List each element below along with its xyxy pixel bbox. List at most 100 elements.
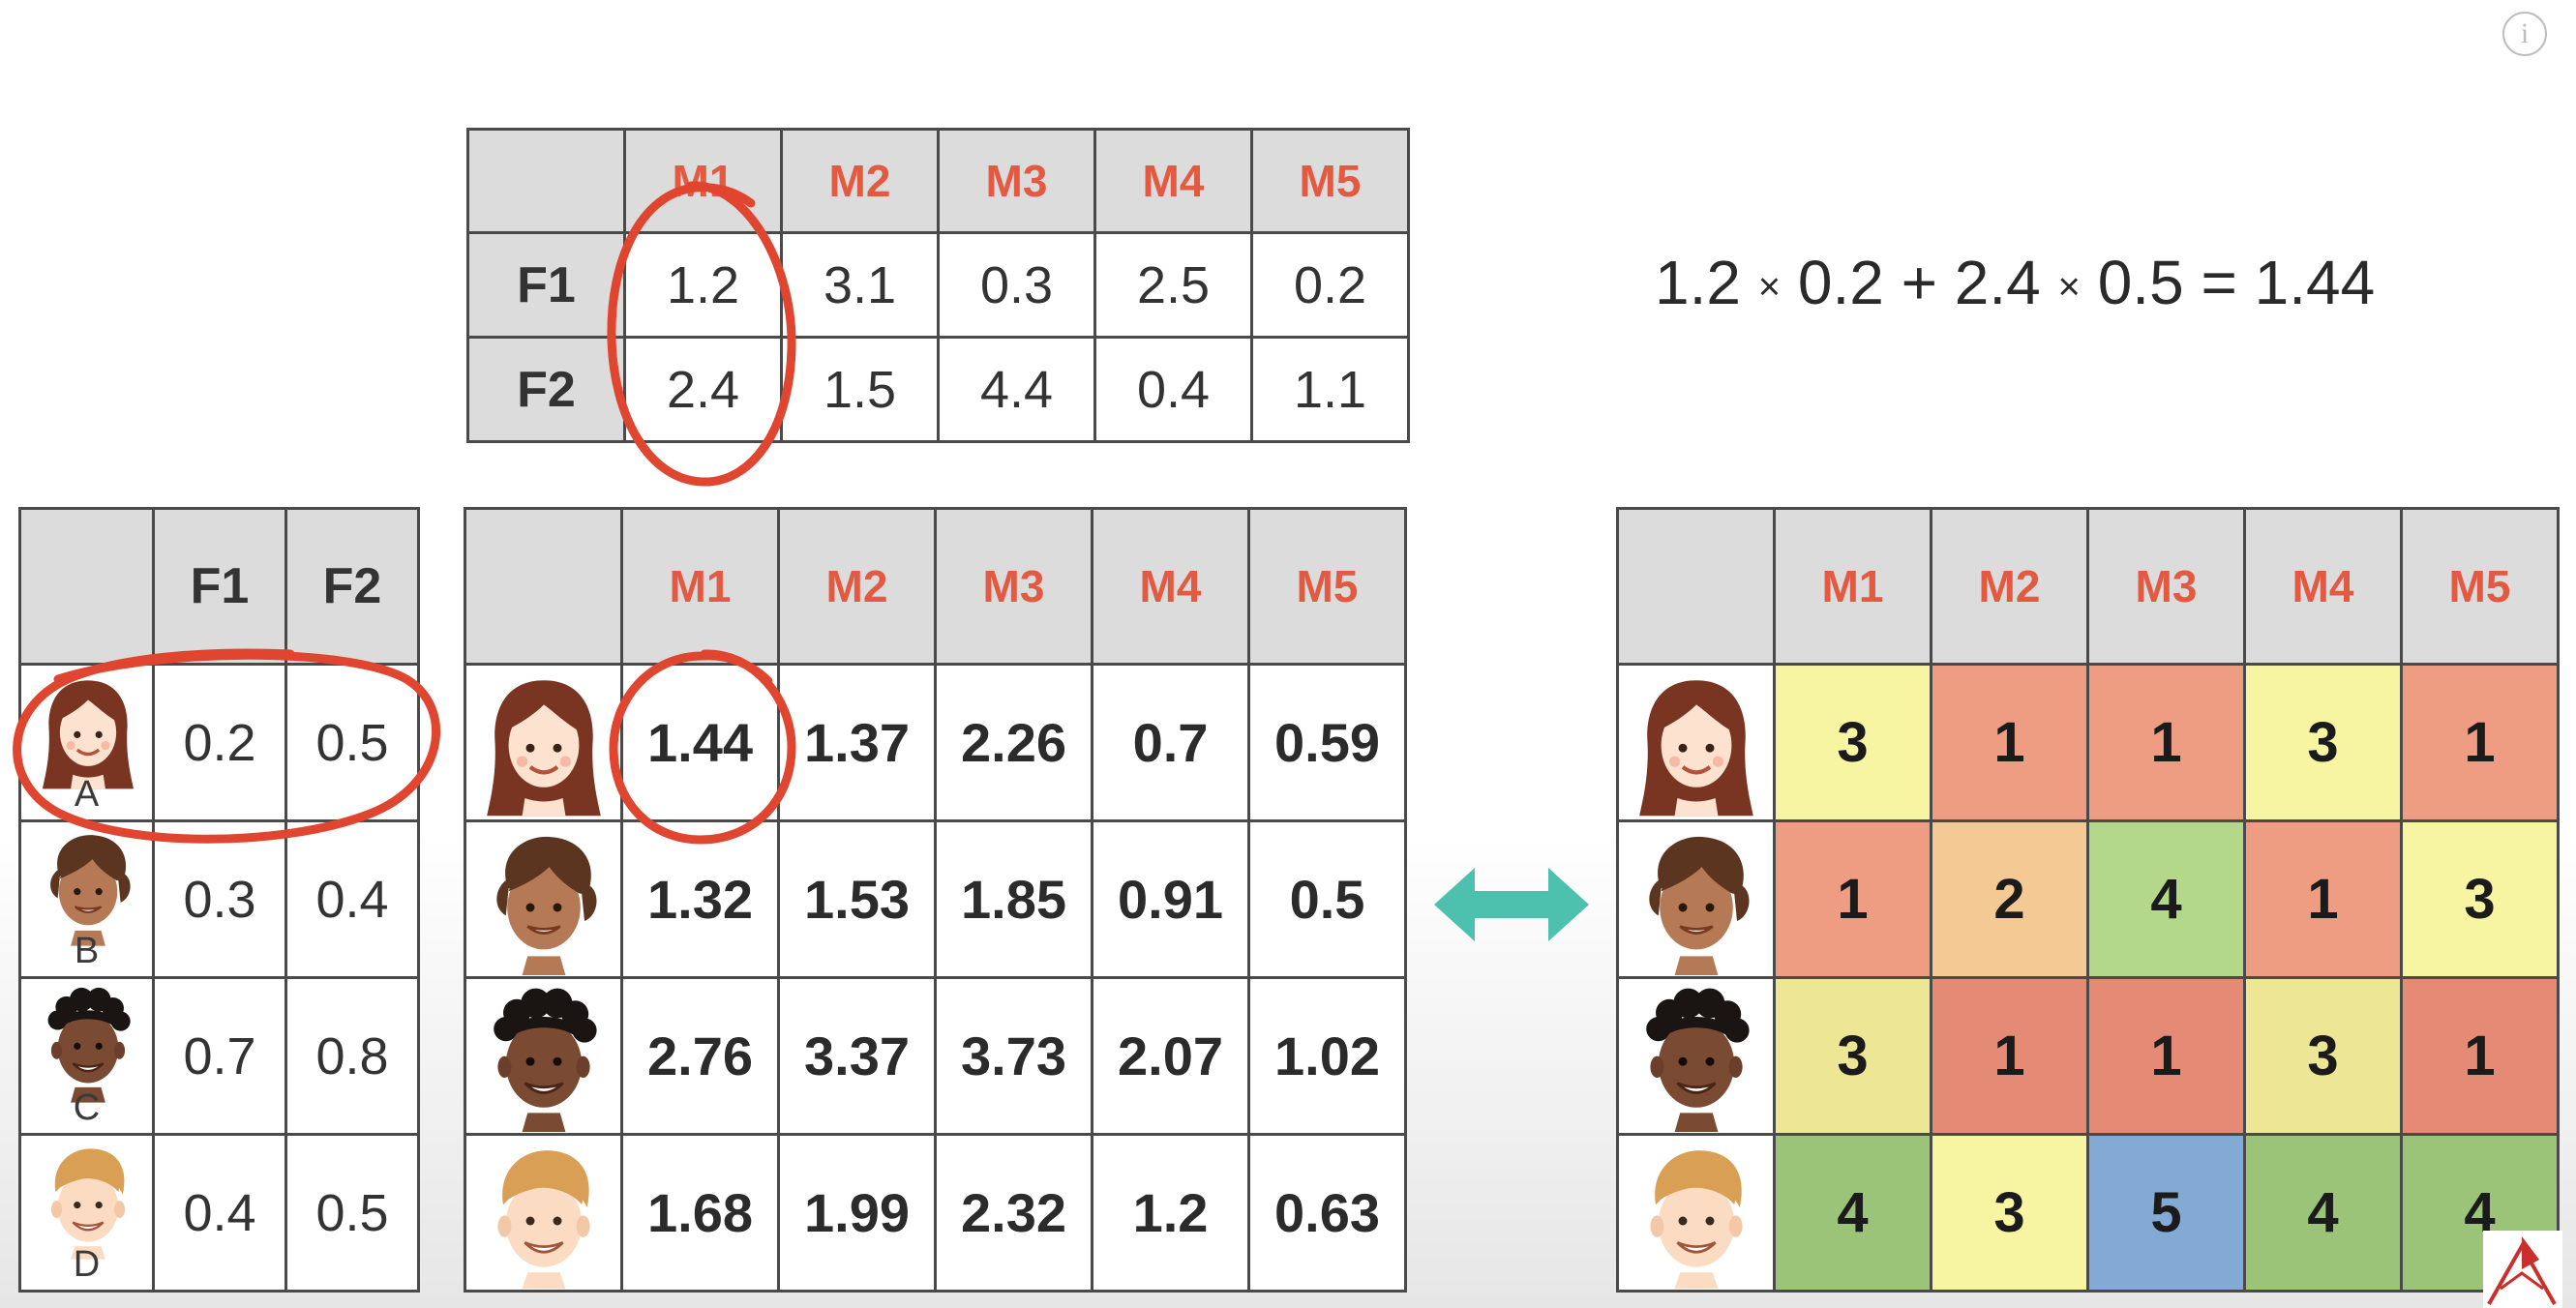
item-factor-value: 4.4: [937, 336, 1096, 443]
item-factor-value: 1.1: [1250, 336, 1410, 443]
highlight-ring-user-a: [13, 648, 441, 844]
factor-header-f1: F1: [152, 507, 287, 666]
item-factor-value: 2.5: [1093, 231, 1253, 339]
corner-cell: [466, 128, 626, 234]
info-icon[interactable]: i: [2502, 12, 2547, 56]
rating-cell: 1: [2400, 976, 2560, 1136]
face-d-icon: [1629, 1140, 1764, 1289]
user-factor-value: 0.2: [152, 663, 287, 822]
highlight-ring-prediction: [609, 649, 796, 845]
movie-header-m5: M5: [1250, 128, 1410, 234]
predicted-ratings-matrix: M1 M2 M3 M4 M5 1.44 1.37 2.26 0.7 0.59 1…: [464, 507, 1407, 1293]
movie-header-m4: M4: [2243, 507, 2403, 666]
user-face-cell: [464, 1133, 623, 1293]
corner-cell: [1616, 507, 1776, 666]
times-sign: ×: [2057, 265, 2081, 309]
user-label: D: [73, 1244, 101, 1285]
face-d-icon: [476, 1140, 612, 1289]
rating-cell: 1: [2086, 976, 2246, 1136]
predicted-value: 0.7: [1091, 663, 1250, 822]
factor-label-f2: F2: [466, 336, 626, 443]
factor-label-f1: F1: [466, 231, 626, 339]
plus-sign: +: [1901, 248, 1938, 317]
user-factor-value: 0.8: [285, 976, 420, 1136]
times-sign: ×: [1757, 265, 1782, 309]
predicted-value: 0.59: [1247, 663, 1407, 822]
face-c-icon: [476, 983, 612, 1132]
predicted-value: 2.07: [1091, 976, 1250, 1136]
user-factor-value: 0.4: [152, 1133, 287, 1293]
user-face-cell: [1616, 663, 1776, 822]
formula-term: 1.2: [1655, 248, 1741, 317]
corner-cell: [18, 507, 155, 666]
rating-cell: 3: [1930, 1133, 2089, 1293]
rating-cell: 4: [2243, 1133, 2403, 1293]
dot-product-formula: 1.2 × 0.2 + 2.4 × 0.5 = 1.44: [1655, 247, 2375, 318]
equals-sign: =: [2201, 248, 2237, 317]
formula-term: 2.4: [1954, 248, 2041, 317]
user-face-cell: [1616, 1133, 1776, 1293]
rating-cell: 2: [1930, 819, 2089, 979]
formula-result: 1.44: [2254, 248, 2376, 317]
movie-header-m3: M3: [2086, 507, 2246, 666]
rating-cell: 3: [2243, 976, 2403, 1136]
predicted-value: 1.02: [1247, 976, 1407, 1136]
rating-cell: 1: [1930, 976, 2089, 1136]
movie-header-m3: M3: [934, 507, 1093, 666]
rating-cell: 1: [2400, 663, 2560, 822]
user-d-cell: D: [18, 1133, 155, 1293]
user-face-cell: [1616, 819, 1776, 979]
predicted-value: 1.32: [620, 819, 780, 979]
user-factor-value: 0.7: [152, 976, 287, 1136]
rating-cell: 5: [2086, 1133, 2246, 1293]
movie-header-m2: M2: [1930, 507, 2089, 666]
user-face-cell: [1616, 976, 1776, 1136]
rating-cell: 3: [2243, 663, 2403, 822]
rating-cell: 1: [1773, 819, 1932, 979]
rating-cell: 1: [1930, 663, 2089, 822]
item-factor-value: 3.1: [780, 231, 940, 339]
user-face-cell: [464, 819, 623, 979]
face-a-icon: [1629, 669, 1764, 818]
movie-header-m5: M5: [1247, 507, 1407, 666]
predicted-value: 1.53: [777, 819, 937, 979]
user-b-cell: B: [18, 819, 155, 979]
movie-header-m5: M5: [2400, 507, 2560, 666]
predicted-value: 3.73: [934, 976, 1093, 1136]
face-a-icon: [476, 669, 612, 818]
predicted-value: 3.37: [777, 976, 937, 1136]
user-factor-value: 0.5: [285, 1133, 420, 1293]
movie-header-m4: M4: [1091, 507, 1250, 666]
predicted-value: 0.5: [1247, 819, 1407, 979]
user-label: A: [74, 774, 100, 815]
corner-cell: [464, 507, 623, 666]
movie-header-m4: M4: [1093, 128, 1253, 234]
predicted-value: 1.85: [934, 819, 1093, 979]
user-face-cell: [464, 663, 623, 822]
user-factor-matrix: F1 F2 A 0.2 0.5 B 0.3 0.4 C 0.7 0.8 D 0.…: [18, 507, 420, 1293]
formula-term: 0.5: [2097, 248, 2184, 317]
face-c-icon: [34, 983, 142, 1103]
brand-logo-icon: [2483, 1231, 2562, 1308]
item-factor-value: 1.2: [623, 231, 783, 339]
movie-header-m2: M2: [780, 128, 940, 234]
movie-header-m1: M1: [1773, 507, 1932, 666]
predicted-value: 1.44: [620, 663, 780, 822]
rating-cell: 1: [2086, 663, 2246, 822]
face-c-icon: [1629, 983, 1764, 1132]
face-b-icon: [476, 826, 612, 975]
user-factor-value: 0.4: [285, 819, 420, 979]
predicted-value: 2.26: [934, 663, 1093, 822]
predicted-value: 2.32: [934, 1133, 1093, 1293]
rating-cell: 1: [2243, 819, 2403, 979]
formula-term: 0.2: [1797, 248, 1884, 317]
highlight-ring-m1-column: [607, 181, 796, 487]
rating-cell: 3: [1773, 663, 1932, 822]
predicted-value: 1.2: [1091, 1133, 1250, 1293]
item-factor-value: 1.5: [780, 336, 940, 443]
movie-header-m2: M2: [777, 507, 937, 666]
user-label: C: [73, 1087, 101, 1128]
predicted-value: 2.76: [620, 976, 780, 1136]
user-face-cell: [464, 976, 623, 1136]
user-factor-value: 0.3: [152, 819, 287, 979]
